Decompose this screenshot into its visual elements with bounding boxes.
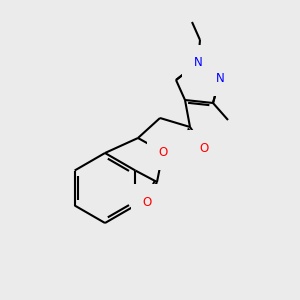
Text: N: N	[216, 71, 224, 85]
Text: O: O	[200, 142, 208, 154]
Text: O: O	[142, 196, 152, 208]
Text: O: O	[158, 146, 168, 158]
Text: N: N	[194, 56, 202, 70]
